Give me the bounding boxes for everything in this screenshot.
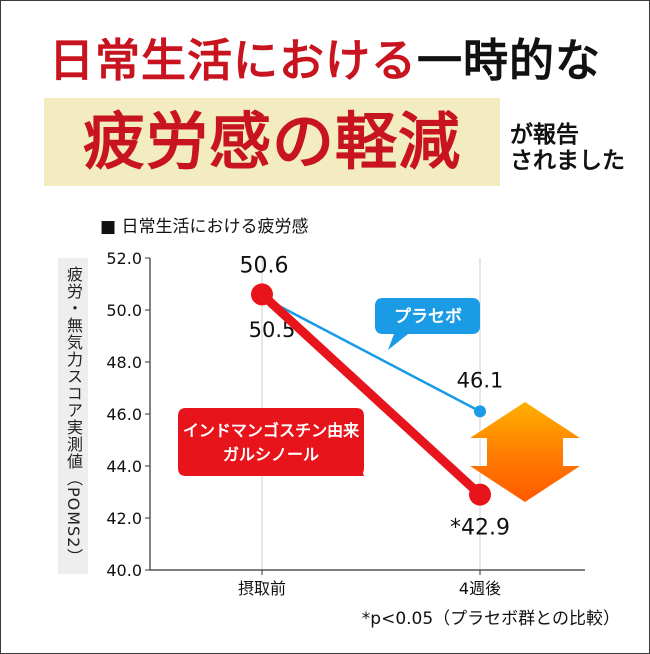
data-label: 50.6 [240, 253, 289, 278]
x-tick-label: 4週後 [459, 579, 501, 598]
series-point-1-0 [251, 283, 273, 306]
data-label: *42.9 [450, 516, 510, 541]
y-axis-label: 疲労・無気力スコア実測値（POMS2） [58, 258, 88, 574]
placebo-legend-callout: プラセボ [375, 298, 480, 350]
headline-line-3: が報告 されました [510, 122, 640, 175]
headline-line-3b: されました [510, 148, 625, 175]
significance-note: *p<0.05（プラセボ群との比較） [361, 609, 620, 629]
axis-layer: 40.0 42.0 44.0 46.0 48.0 50.0 52.0 摂取前 4週後 [106, 249, 585, 598]
headline-black-text: 一時的な [417, 34, 602, 87]
series-line-1 [257, 289, 485, 500]
decor-layer [470, 402, 580, 502]
data-label: 46.1 [457, 368, 504, 392]
headline-line-1: 日常生活における一時的な [0, 38, 650, 83]
headline-red-text: 日常生活における [48, 34, 417, 87]
chart-title: ■ 日常生活における疲労感 [100, 217, 309, 237]
series-point-0-1 [474, 405, 486, 418]
series-line-0 [260, 295, 482, 413]
headline-highlight [44, 98, 500, 186]
y-tick-label: 48.0 [106, 353, 142, 372]
difference-double-arrow [470, 402, 580, 502]
headline-line-2: 疲労感の軽減 [82, 105, 461, 178]
test-legend-callout: インドマンゴスチン由来 ガルシノール [178, 408, 364, 476]
callout-layer: プラセボ インドマンゴスチン由来 ガルシノール [178, 298, 480, 476]
y-tick-label: 42.0 [106, 509, 142, 528]
y-tick-label: 44.0 [106, 457, 142, 476]
y-tick-label: 40.0 [106, 561, 142, 580]
test-legend-label-line-2: ガルシノール [223, 445, 319, 464]
y-tick-label: 46.0 [106, 405, 142, 424]
test-legend-label-line-1: インドマンゴスチン由来 [183, 421, 360, 440]
x-tick-label: 摂取前 [238, 579, 286, 598]
series-layer: 50.546.150.6*42.9 [240, 253, 510, 540]
y-tick-label: 52.0 [106, 249, 142, 268]
headline-line-3a: が報告 [510, 122, 579, 148]
series-point-1-1 [469, 483, 491, 506]
y-tick-label: 50.0 [106, 301, 142, 320]
placebo-legend-label: プラセボ [394, 306, 462, 327]
